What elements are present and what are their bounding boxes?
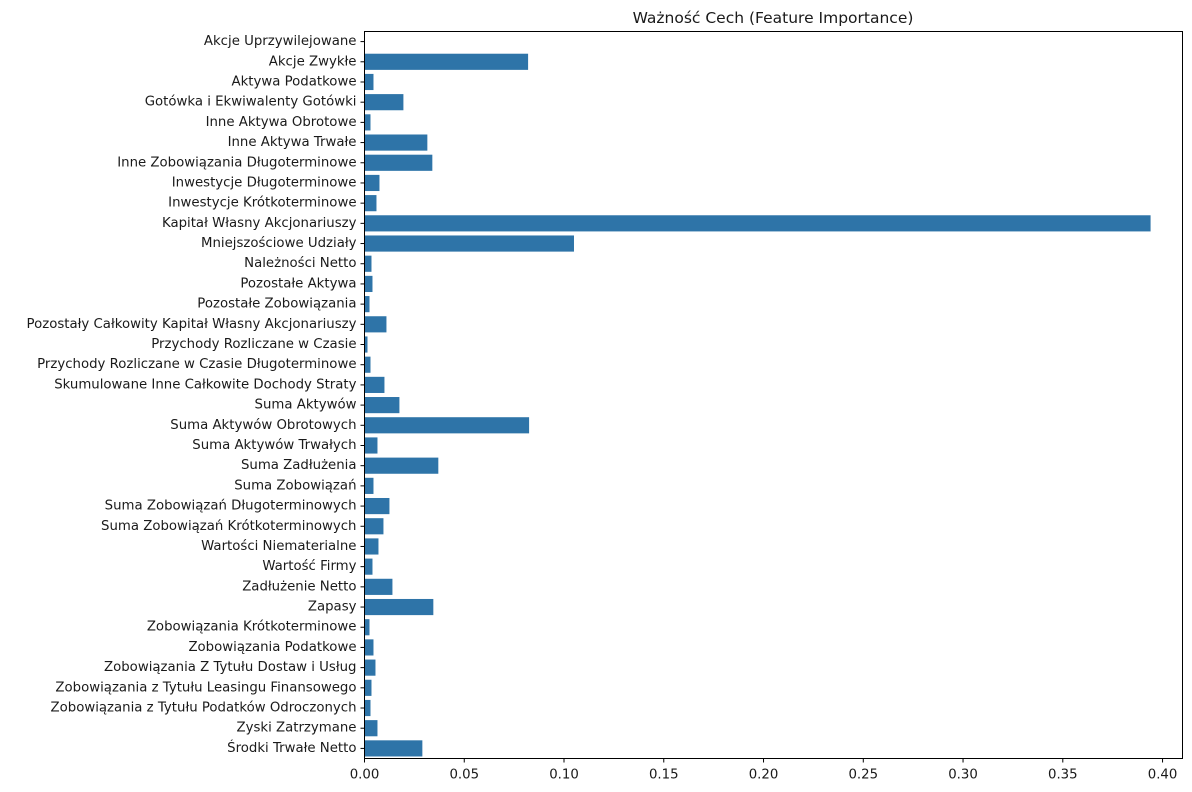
category-label: Suma Zobowiązań [234,477,356,493]
bar [364,255,372,272]
category-label: Akcje Uprzywilejowane [204,34,357,49]
category-label: Zapasy [308,600,357,615]
category-label: Zobowiązania Krótkoterminowe [147,619,357,635]
category-label: Suma Aktywów Trwałych [192,437,356,453]
category-label: Suma Zobowiązań Krótkoterminowych [101,518,356,534]
bar [364,275,373,293]
category-label: Pozostały Całkowity Kapitał Własny Akcjo… [27,317,357,332]
category-label: Pozostałe Aktywa [240,276,356,291]
category-label: Skumulowane Inne Całkowite Dochody Strat… [54,377,356,392]
category-label: Należności Netto [244,255,356,271]
category-label: Przychody Rozliczane w Czasie Długotermi… [37,357,356,372]
category-label: Zobowiązania z Tytułu Podatków Odroczony… [51,700,357,716]
bar [364,619,370,636]
bar [364,740,423,757]
category-label: Wartość Firmy [262,558,356,574]
category-label: Wartości Niematerialne [201,538,356,554]
category-label: Przychody Rozliczane w Czasie [151,337,356,352]
x-axis-ticks: 0.00 0.05 0.10 0.15 0.20 0.25 0.30 0.35 0.40 [350,758,1178,783]
category-label: Zobowiązania Z Tytułu Dostaw i Usług [104,660,357,675]
bar [364,114,371,131]
bar [364,397,400,414]
bar [364,94,404,111]
x-tick-label: 0.20 [749,768,779,783]
bar [364,497,390,515]
category-label: Pozostałe Zobowiązania [197,297,356,312]
bar [364,558,373,575]
category-label: Inwestycje Długoterminowe [172,175,357,190]
category-label: Mniejszościowe Udziały [201,235,357,251]
bar [364,720,378,737]
x-tick-label: 0.25 [848,768,878,783]
bar [364,679,372,696]
x-tick-label: 0.00 [350,768,380,783]
x-tick-label: 0.05 [449,768,479,783]
category-labels: Akcje Uprzywilejowane Akcje Zwykłe Aktywa … [27,34,365,756]
category-label: Zyski Zatrzymane [236,721,356,736]
x-tick-label: 0.15 [649,768,679,783]
category-label: Akcje Zwykłe [269,54,357,69]
category-label: Gotówka i Ekwiwalenty Gotówki [145,94,357,110]
plot-frame [364,31,1183,759]
bars-layer [364,53,1151,757]
category-label: Zobowiązania z Tytułu Leasingu Finansowe… [55,680,356,695]
bar [364,53,529,70]
chart-title: Ważność Cech (Feature Importance) [633,9,914,27]
x-tick-label: 0.10 [549,768,579,783]
category-label: Inne Zobowiązania Długoterminowe [117,155,356,170]
bar [364,134,428,151]
x-tick-label: 0.30 [948,768,978,783]
bar [364,336,368,353]
bar [364,417,530,434]
x-tick-label: 0.35 [1048,768,1078,783]
category-label: Inne Aktywa Trwałe [228,135,357,150]
category-label: Suma Zobowiązań Długoterminowych [105,498,357,514]
bar [364,174,380,192]
bar [364,316,387,333]
category-label: Suma Zadłużenia [241,458,357,473]
bar [364,639,374,656]
bar [364,457,439,474]
category-label: Środki Trwałe Netto [227,738,356,756]
bar [364,477,374,494]
bar [364,598,434,616]
category-label: Zadłużenie Netto [242,579,356,594]
bar [364,659,376,676]
bar [364,356,371,373]
category-label: Aktywa Podatkowe [231,74,356,89]
bar [364,699,371,717]
bar [364,437,378,454]
bar [364,296,370,313]
bar [364,538,379,555]
bar [364,154,433,171]
bar [364,235,574,252]
x-tick-label: 0.40 [1148,768,1178,783]
bar [364,578,393,595]
bar [364,376,385,393]
category-label: Suma Aktywów [255,397,357,413]
category-label: Kapitał Własny Akcjonariuszy [162,216,357,231]
category-label: Inne Aktywa Obrotowe [206,115,357,130]
bar [364,195,377,212]
bar [364,518,384,535]
category-label: Zobowiązania Podatkowe [188,640,356,655]
bar [364,73,374,91]
bar [364,215,1151,232]
category-label: Suma Aktywów Obrotowych [170,417,356,433]
category-label: Inwestycje Krótkoterminowe [168,195,356,211]
